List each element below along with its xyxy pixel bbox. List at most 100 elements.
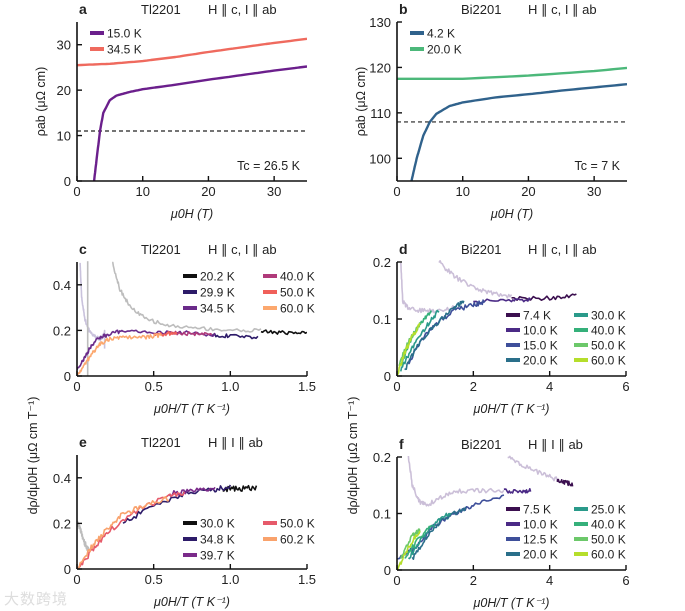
x-axis-label: μ0H/T (T K⁻¹)	[473, 596, 550, 610]
legend-item: 7.4 K	[506, 309, 551, 323]
series-line-60-2-k	[77, 496, 170, 569]
legend-label: 30.0 K	[200, 517, 235, 531]
series-line-50-0-k	[400, 528, 421, 559]
x-tick-label: 2	[470, 573, 477, 588]
y-tick-label: 0.1	[373, 312, 391, 327]
series-line-50-0-k	[77, 491, 186, 569]
y-tick-label: 20	[57, 83, 71, 98]
legend-item: 30.0 K	[183, 517, 235, 531]
legend-label: 50.0 K	[280, 286, 315, 300]
series-line-29-9-k	[211, 332, 259, 340]
series-line-ghost-high	[507, 455, 559, 482]
sample-name: Tl2201	[141, 242, 181, 257]
panel-a: a Tl2201 H ∥ c, I ∥ ab 0 10 20 30 0 10 20 30 μ0H (T…	[34, 1, 307, 221]
legend-item: 40.0 K	[263, 270, 315, 284]
series-line-ghost-high	[438, 260, 513, 299]
y-axis-label: dρ/dμ0H (μΩ cm T⁻¹)	[26, 397, 40, 515]
x-tick-label: 10	[455, 184, 469, 199]
x-tick-label: 0	[73, 184, 80, 199]
legend-item: 50.0 K	[574, 533, 626, 547]
x-tick-label: 0	[393, 573, 400, 588]
series-line-20-0-k	[411, 506, 467, 560]
y-tick-label: 130	[369, 15, 391, 30]
legend-item: 20.0 K	[410, 43, 462, 57]
legend-item: 50.0 K	[574, 339, 626, 353]
x-axis-label: μ0H (T)	[170, 207, 213, 221]
legend-item: 20.2 K	[183, 270, 235, 284]
y-axis-label: ρab (μΩ cm)	[354, 67, 368, 137]
x-tick-label: 0.5	[145, 379, 163, 394]
x-tick-label: 30	[267, 184, 281, 199]
x-tick-label: 2	[470, 379, 477, 394]
legend-item: 60.0 K	[574, 548, 626, 562]
series-line-12-5-k	[397, 494, 505, 560]
legend-label: 20.0 K	[427, 43, 462, 57]
panel-b: b Bi2201 H ∥ c, I ∥ ab 0 10 20 30 100 110 120 130 μ…	[354, 1, 627, 221]
legend-label: 20.0 K	[523, 354, 558, 368]
legend-item: 60.0 K	[263, 302, 315, 316]
series-line-20-0-k	[397, 66, 627, 80]
legend-item: 7.5 K	[506, 503, 551, 517]
panel-letter: e	[79, 434, 87, 450]
x-axis-label: μ0H/T (T K⁻¹)	[153, 595, 230, 609]
sample-name: Tl2201	[141, 435, 181, 450]
legend-item: 20.0 K	[506, 354, 558, 368]
x-axis-label: μ0H (T)	[490, 207, 533, 221]
legend-label: 34.5 K	[107, 43, 142, 57]
legend-label: 12.5 K	[523, 533, 558, 547]
legend-item: 39.7 K	[183, 549, 235, 563]
legend-item: 20.0 K	[506, 548, 558, 562]
field-condition: H ∥ I ∥ ab	[208, 435, 263, 450]
y-tick-label: 0	[384, 369, 391, 384]
x-tick-label: 6	[622, 379, 629, 394]
legend-item: 10.0 K	[506, 518, 558, 532]
panel-f: f Bi2201 H ∥ I ∥ ab 0 2 4 6 0 0.1 0.2 μ0H/T (T K⁻¹…	[373, 436, 630, 610]
panel-letter: a	[79, 1, 87, 17]
legend-label: 60.0 K	[591, 354, 626, 368]
legend-item: 34.8 K	[183, 533, 235, 547]
panel-letter: b	[399, 1, 408, 17]
tc-annotation: Tc = 7 K	[574, 159, 620, 173]
x-tick-label: 4	[546, 573, 553, 588]
y-tick-label: 0.4	[53, 278, 71, 293]
y-tick-label: 0	[384, 563, 391, 578]
x-tick-label: 0	[393, 379, 400, 394]
x-tick-label: 0.5	[145, 572, 163, 587]
legend-label: 40.0 K	[280, 270, 315, 284]
x-axis-label: μ0H/T (T K⁻¹)	[473, 402, 550, 416]
legend-item: 50.0 K	[263, 517, 315, 531]
legend-item: 4.2 K	[410, 27, 455, 41]
legend-label: 20.0 K	[523, 548, 558, 562]
panel-letter: c	[79, 241, 87, 257]
y-tick-label: 0	[64, 174, 71, 189]
panel-d: d Bi2201 H ∥ c, I ∥ ab 0 2 4 6 0 0.1 0.2 μ0H/T (T …	[346, 241, 630, 514]
series-line-60-0-k	[397, 530, 421, 570]
y-tick-label: 0.2	[53, 323, 71, 338]
legend-label: 34.5 K	[200, 302, 235, 316]
series-line-30-0-k	[400, 309, 440, 372]
series-line-7-5-k	[556, 478, 574, 487]
x-tick-label: 0	[73, 572, 80, 587]
legend-label: 7.4 K	[523, 309, 551, 323]
x-tick-label: 1.0	[221, 379, 239, 394]
series-line-4-2-k	[410, 83, 627, 181]
series-line-20-2-k	[260, 329, 307, 336]
legend-label: 39.7 K	[200, 549, 235, 563]
legend-label: 40.0 K	[591, 324, 626, 338]
legend-item: 60.2 K	[263, 533, 315, 547]
y-tick-label: 100	[369, 151, 391, 166]
y-tick-label: 0	[64, 369, 71, 384]
series-line-34-5-k	[77, 37, 307, 67]
y-tick-label: 10	[57, 129, 71, 144]
series-line-10-0-k	[503, 488, 532, 494]
x-tick-label: 20	[521, 184, 535, 199]
y-tick-label: 0	[64, 562, 71, 577]
y-tick-label: 30	[57, 38, 71, 53]
field-condition: H ∥ c, I ∥ ab	[528, 242, 597, 257]
sample-name: Bi2201	[461, 437, 501, 452]
panel-e: e Tl2201 H ∥ I ∥ ab 0 0.5 1.0 1.5 0 0.2 0.4 μ0H/T …	[53, 434, 316, 609]
panel-c: c Tl2201 H ∥ c, I ∥ ab 0 0.5 1.0 1.5 0 0.2 0.4 μ0H…	[26, 241, 316, 514]
sample-name: Tl2201	[141, 2, 181, 17]
y-tick-label: 0.2	[53, 516, 71, 531]
legend-label: 29.9 K	[200, 286, 235, 300]
